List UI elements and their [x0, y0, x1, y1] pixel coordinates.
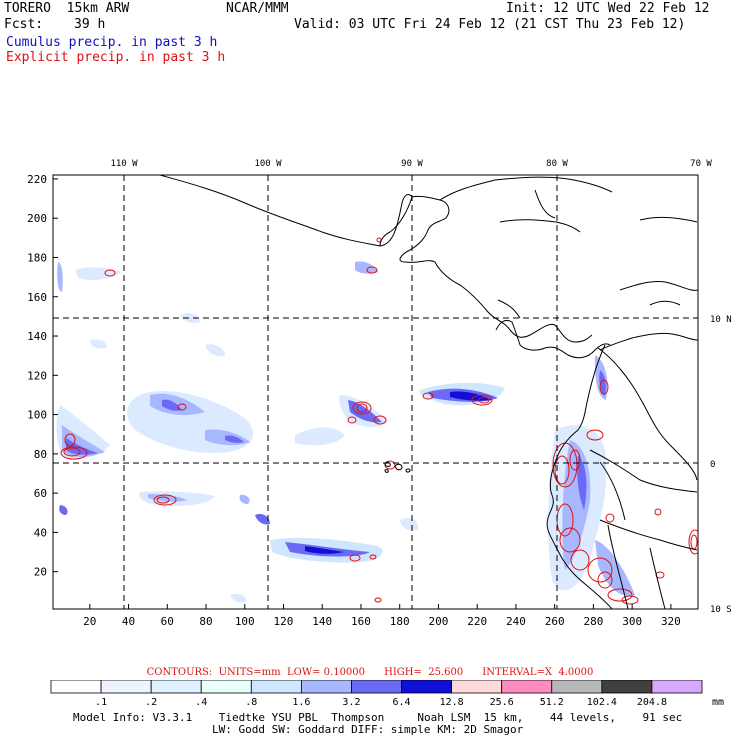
colorbar-label: 204.8 [637, 697, 667, 708]
model-info-line1: Model Info: V3.3.1 Tiedtke YSU PBL Thomp… [73, 711, 683, 724]
colorbar-swatch [351, 680, 402, 694]
x-tick-label: 300 [622, 615, 642, 628]
explicit-field-label: Explicit precip. in past 3 h [6, 50, 226, 65]
x-tick-label: 260 [545, 615, 565, 628]
colorbar-swatch [601, 680, 653, 694]
colorbar-swatch [401, 680, 453, 694]
contour-high: HIGH= 25.600 [384, 667, 464, 678]
cumulus-precip-shading [56, 261, 635, 603]
x-tick-label: 80 [199, 615, 212, 628]
contour-units: UNITS=mm [218, 667, 281, 678]
y-tick-label: 100 [27, 409, 47, 422]
colorbar-label: 1.6 [292, 697, 310, 708]
colorbar-swatch [250, 680, 302, 694]
colorbar-label: 51.2 [540, 697, 564, 708]
x-tick-label: 320 [661, 615, 681, 628]
y-tick-label: 80 [34, 448, 47, 461]
lon-label-100w: 100 W [254, 159, 282, 169]
model-title: TORERO 15km ARW [4, 1, 130, 16]
colorbar-label: .8 [245, 697, 257, 708]
y-tick-label: 60 [34, 487, 47, 500]
x-tick-label: 20 [83, 615, 96, 628]
y-tick-label: 180 [27, 251, 47, 264]
x-axis-ticks: 20 40 60 80 100 120 140 160 180 200 220 240 260 280 30… [83, 604, 681, 628]
colorbar-label: 25.6 [490, 697, 514, 708]
y-axis-ticks: 20 40 60 80 100 120 140 160 180 200 220 [27, 173, 58, 579]
contour-interval: INTERVAL=X 4.0000 [482, 667, 594, 678]
lat-label-10n: 10 N [710, 315, 732, 325]
colorbar-swatch [501, 680, 553, 694]
colorbar-swatch [451, 680, 503, 694]
colorbar-label: .2 [145, 697, 157, 708]
y-tick-label: 40 [34, 526, 47, 539]
colorbar-label: 12.8 [440, 697, 464, 708]
contour-low: LOW= 0.10000 [286, 667, 366, 678]
y-tick-label: 20 [34, 566, 47, 579]
x-tick-label: 40 [122, 615, 135, 628]
forecast-label: Fcst: [4, 17, 44, 32]
x-tick-label: 220 [467, 615, 487, 628]
lat-label-10s: 10 S [710, 605, 732, 615]
colorbar-swatch [200, 680, 252, 694]
lat-label-eq: 0 [710, 460, 715, 470]
colorbar-swatch [50, 680, 102, 694]
y-tick-label: 140 [27, 330, 47, 343]
lon-label-90w: 90 W [401, 159, 423, 169]
colorbar-unit: mm [712, 697, 724, 708]
lon-label-70w: 70 W [690, 159, 712, 169]
plot-frame [52, 174, 699, 610]
y-tick-label: 200 [27, 212, 47, 225]
y-tick-label: 160 [27, 291, 47, 304]
colorbar-label: 6.4 [393, 697, 411, 708]
model-info-line2: LW: Godd SW: Goddard DIFF: simple KM: 2D… [212, 723, 524, 736]
colorbar-swatch [100, 680, 152, 694]
contour-label: CONTOURS: [146, 667, 213, 678]
x-tick-label: 200 [429, 615, 449, 628]
colorbar-swatch [551, 680, 603, 694]
x-tick-label: 140 [312, 615, 332, 628]
x-tick-label: 100 [235, 615, 255, 628]
y-tick-label: 120 [27, 369, 47, 382]
init-time: Init: 12 UTC Wed 22 Feb 12 [506, 1, 710, 16]
cumulus-field-label: Cumulus precip. in past 3 h [6, 35, 218, 50]
x-tick-label: 240 [506, 615, 526, 628]
forecast-hours: 39 h [74, 17, 106, 32]
colorbar-swatch [651, 680, 703, 694]
x-tick-label: 120 [274, 615, 294, 628]
contour-info: CONTOURS: UNITS=mm LOW= 0.10000 HIGH= 25… [0, 667, 740, 678]
colorbar-swatch [150, 680, 202, 694]
colorbar-label: .1 [95, 697, 107, 708]
colorbar-label: 3.2 [342, 697, 360, 708]
colorbar: .1 .2 .4 .8 1.6 3.2 6.4 12.8 25.6 51.2 102.4 204.8 m… [50, 680, 724, 708]
x-tick-label: 160 [351, 615, 371, 628]
colorbar-swatch [300, 680, 352, 694]
colorbar-label: 102.4 [587, 697, 617, 708]
valid-time: Valid: 03 UTC Fri 24 Feb 12 (21 CST Thu … [294, 17, 686, 32]
center-name: NCAR/MMM [226, 1, 289, 16]
lat-lon-grid [53, 175, 698, 609]
x-tick-label: 60 [161, 615, 174, 628]
y-tick-label: 220 [27, 173, 47, 186]
lon-label-110w: 110 W [110, 159, 138, 169]
x-tick-label: 280 [583, 615, 603, 628]
coastlines [159, 175, 698, 609]
lon-label-80w: 80 W [546, 159, 568, 169]
colorbar-label: .4 [195, 697, 207, 708]
x-tick-label: 180 [390, 615, 410, 628]
